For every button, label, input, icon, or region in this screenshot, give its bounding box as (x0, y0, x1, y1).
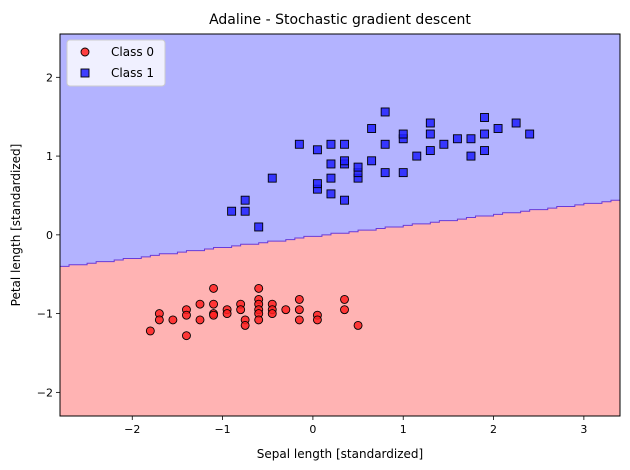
legend: Class 0 Class 1 (66, 39, 166, 87)
class-0-point (294, 315, 304, 325)
x-tick-label: 2 (490, 423, 497, 436)
class-1-point (340, 195, 349, 205)
class-1-point (480, 113, 489, 122)
y-axis: −2 −1 0 1 2 (37, 71, 60, 399)
class-0-point (294, 305, 304, 315)
class-1-point (367, 156, 377, 166)
class-0-point (281, 305, 291, 315)
x-tick-label: −1 (214, 423, 230, 436)
class-1-point (367, 124, 377, 133)
y-tick-label: 0 (46, 229, 53, 242)
class-0-point (209, 283, 218, 293)
legend-label-class-1: Class 1 (111, 66, 154, 80)
class-0-point (267, 309, 277, 319)
class-1-point (326, 189, 336, 199)
class-0-point (340, 305, 349, 315)
x-tick-label: 1 (400, 423, 407, 436)
class-1-point (466, 134, 476, 144)
class-0-point (154, 315, 164, 325)
class-1-point (340, 139, 349, 149)
class-0-point (312, 315, 322, 325)
class-1-point (493, 124, 503, 133)
class-1-point (480, 129, 489, 139)
class-1-point (439, 139, 449, 149)
class-1-point (240, 206, 250, 216)
legend-marker-class-1 (80, 68, 90, 78)
class-1-point (380, 107, 390, 117)
class-0-point (168, 315, 178, 325)
legend-box (66, 39, 166, 87)
class-0-point (236, 305, 246, 315)
class-0-point (195, 315, 205, 325)
class-0-point (145, 326, 155, 336)
class-0-point (294, 294, 304, 304)
class-1-point (380, 139, 390, 149)
class-0-point (254, 315, 264, 325)
y-tick-label: −1 (37, 308, 53, 321)
class-1-point (326, 173, 336, 183)
decision-boundary (60, 198, 620, 267)
class-1-point (466, 151, 476, 161)
class-1-point (380, 168, 390, 178)
class-1-point (511, 118, 521, 128)
class-0-point (182, 310, 191, 320)
class-1-point (267, 173, 277, 183)
y-axis-label: Petal length [standardized] (9, 144, 23, 307)
class-1-point (312, 145, 322, 155)
class-0-point (209, 299, 218, 309)
class-0-point (182, 331, 191, 341)
x-tick-label: 0 (309, 423, 316, 436)
class-0-region (60, 198, 620, 416)
chart-title: Adaline - Stochastic gradient descent (209, 12, 471, 28)
class-1-point (452, 134, 462, 144)
decision-regions (60, 34, 620, 416)
class-0-point (195, 299, 205, 309)
class-1-point (240, 195, 250, 205)
class-1-point (353, 162, 363, 172)
class-1-point (254, 222, 264, 232)
y-tick-label: 1 (46, 150, 53, 163)
class-1-point (398, 168, 408, 178)
class-1-point (340, 156, 349, 166)
class-0-point (222, 309, 232, 319)
class-1-point (312, 179, 322, 189)
class-1-point (425, 146, 435, 156)
x-axis: −2 −1 0 1 2 3 (124, 416, 587, 436)
class-1-point (398, 129, 408, 139)
class-1-point (294, 139, 304, 149)
plot-frame (59, 33, 621, 417)
class-0-point (353, 320, 363, 330)
class-1-point (326, 159, 336, 169)
class-1-point (227, 206, 237, 216)
class-0-point (240, 320, 250, 330)
class-0-point (209, 310, 218, 320)
x-tick-label: 3 (580, 423, 587, 436)
class-0-point (254, 283, 264, 293)
x-axis-label: Sepal length [standardized] (257, 447, 423, 461)
data-markers (145, 107, 535, 341)
class-1-point (425, 129, 435, 139)
y-tick-label: −2 (37, 386, 53, 399)
class-1-point (326, 139, 336, 149)
class-1-point (480, 146, 489, 156)
class-0-point (340, 294, 349, 304)
legend-label-class-0: Class 0 (111, 45, 154, 59)
y-tick-label: 2 (46, 71, 53, 84)
legend-marker-class-0 (80, 47, 90, 57)
x-tick-label: −2 (124, 423, 140, 436)
class-1-point (525, 129, 535, 139)
class-1-point (412, 151, 422, 161)
class-1-point (425, 118, 435, 128)
